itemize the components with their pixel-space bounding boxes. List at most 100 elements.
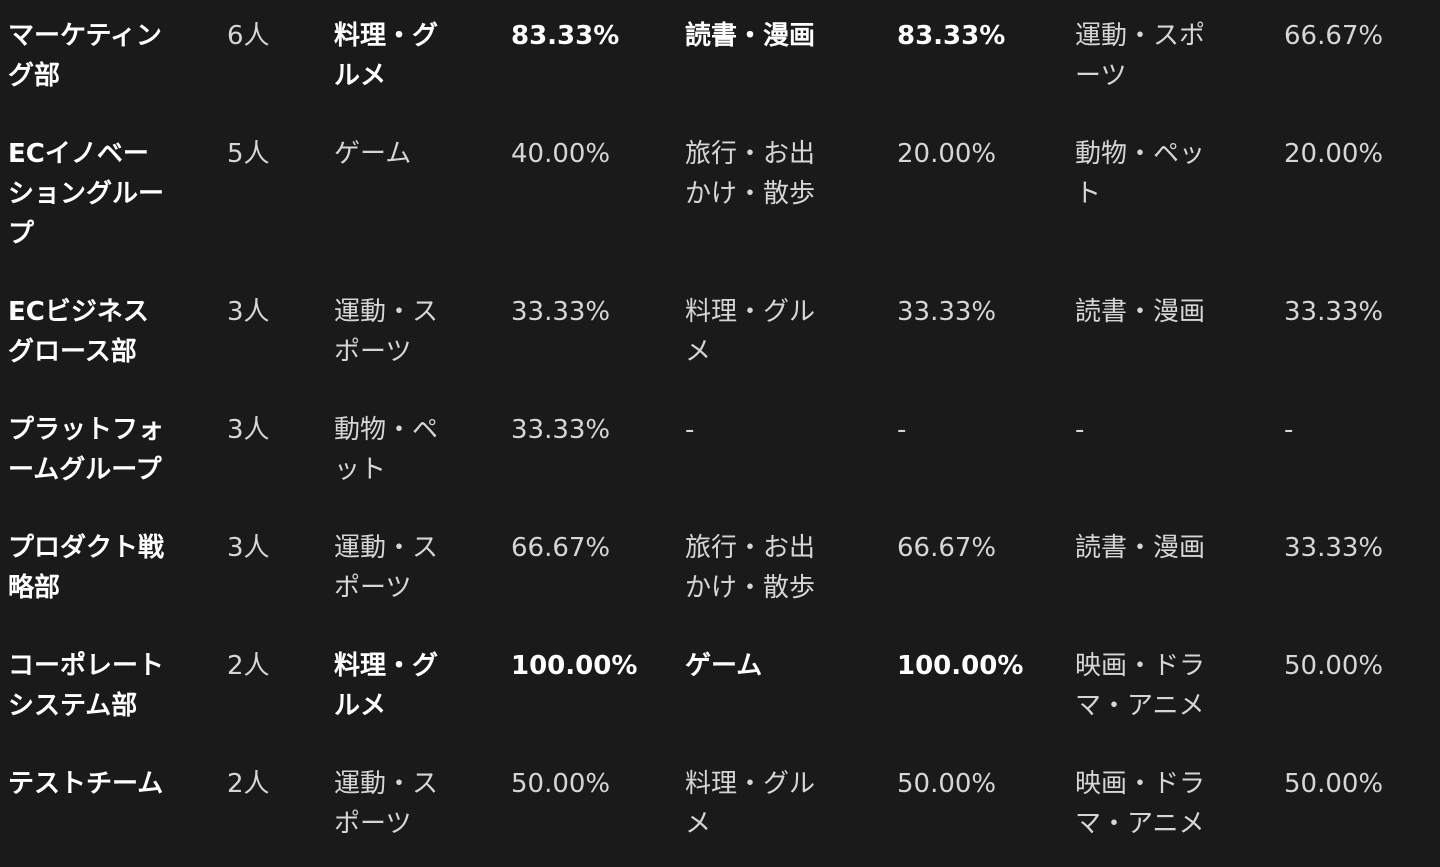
top-hobby-3-label: 動物・ペット [1075,139,1206,209]
top-hobby-3-cell: 映画・ドラマ・アニメ [1075,764,1284,844]
member-count-cell: 6人 [227,16,334,56]
top-hobby-2-cell: 読書・漫画 [685,16,897,56]
top-hobby-2-label: - [685,415,695,445]
top-hobby-3-percentage: 33.33% [1284,297,1384,327]
table-row: コーポレートシステム部 2人 料理・グルメ 100.00% ゲーム 100.00… [0,630,1440,748]
team-name: プラットフォームグループ [8,415,165,485]
team-name: ECビジネスグロース部 [8,297,149,367]
member-count: 3人 [227,415,270,445]
top-hobby-2-percentage-cell: 50.00% [897,764,1075,804]
top-hobby-3-percentage-cell: 20.00% [1284,134,1432,174]
member-count: 3人 [227,297,270,327]
member-count-cell: 2人 [227,646,334,686]
top-hobby-2-percentage-cell: 20.00% [897,134,1075,174]
team-name-cell: コーポレートシステム部 [0,646,227,726]
top-hobby-1-label: 運動・スポーツ [334,769,439,839]
top-hobby-2-cell: 料理・グルメ [685,292,897,372]
top-hobby-3-label: 読書・漫画 [1075,297,1206,327]
top-hobby-1-cell: 運動・スポーツ [334,764,511,844]
member-count-cell: 5人 [227,134,334,174]
team-name-cell: マーケティング部 [0,16,227,96]
top-hobby-2-cell: ゲーム [685,646,897,686]
top-hobby-3-percentage: - [1284,415,1294,445]
member-count-cell: 3人 [227,528,334,568]
team-name-cell: プロダクト戦略部 [0,528,227,608]
top-hobby-3-percentage-cell: 50.00% [1284,764,1432,804]
top-hobby-1-cell: ゲーム [334,134,511,174]
top-hobby-2-percentage-cell: 66.67% [897,528,1075,568]
top-hobby-2-percentage: - [897,415,907,445]
top-hobby-1-percentage: 50.00% [511,769,611,799]
member-count: 5人 [227,139,270,169]
team-name: ECイノベーショングループ [8,139,165,249]
member-count: 3人 [227,533,270,563]
top-hobby-2-label: 料理・グルメ [685,769,816,839]
top-hobby-2-label: 料理・グルメ [685,297,816,367]
top-hobby-3-percentage-cell: 66.67% [1284,16,1432,56]
top-hobby-3-cell: 運動・スポーツ [1075,16,1284,96]
top-hobby-1-label: 料理・グルメ [334,21,439,91]
top-hobby-2-label: 旅行・お出かけ・散歩 [685,139,816,209]
member-count: 2人 [227,769,270,799]
top-hobby-1-cell: 動物・ペット [334,410,511,490]
top-hobby-1-percentage-cell: 66.67% [511,528,685,568]
top-hobby-1-cell: 料理・グルメ [334,16,511,96]
top-hobby-2-percentage: 66.67% [897,533,997,563]
top-hobby-2-percentage-cell: - [897,410,1075,450]
top-hobby-3-percentage: 50.00% [1284,769,1384,799]
top-hobby-2-percentage: 33.33% [897,297,997,327]
member-count-cell: 2人 [227,764,334,804]
top-hobby-1-label: 動物・ペット [334,415,439,485]
table-row: ECイノベーショングループ 5人 ゲーム 40.00% 旅行・お出かけ・散歩 2… [0,118,1440,276]
top-hobby-1-percentage-cell: 33.33% [511,410,685,450]
top-hobby-1-percentage-cell: 33.33% [511,292,685,332]
top-hobby-3-percentage-cell: 33.33% [1284,292,1432,332]
top-hobby-2-label: ゲーム [685,651,763,681]
top-hobby-3-percentage: 33.33% [1284,533,1384,563]
top-hobby-1-percentage-cell: 40.00% [511,134,685,174]
team-name: コーポレートシステム部 [8,651,165,721]
top-hobby-1-percentage: 100.00% [511,651,638,681]
table-row: マーケティング部 6人 料理・グルメ 83.33% 読書・漫画 83.33% 運… [0,0,1440,118]
top-hobby-2-cell: 料理・グルメ [685,764,897,844]
top-hobby-1-label: 料理・グルメ [334,651,439,721]
top-hobby-1-percentage: 33.33% [511,415,611,445]
top-hobby-2-percentage: 83.33% [897,21,1006,51]
table-row: プロダクト戦略部 3人 運動・スポーツ 66.67% 旅行・お出かけ・散歩 66… [0,512,1440,630]
team-name-cell: ECビジネスグロース部 [0,292,227,372]
top-hobby-1-percentage: 83.33% [511,21,620,51]
top-hobby-2-cell: 旅行・お出かけ・散歩 [685,528,897,608]
top-hobby-1-label: ゲーム [334,139,412,169]
top-hobby-3-percentage: 66.67% [1284,21,1384,51]
top-hobby-1-percentage-cell: 83.33% [511,16,685,56]
team-name: プロダクト戦略部 [8,533,165,603]
table-row: テストチーム 2人 運動・スポーツ 50.00% 料理・グルメ 50.00% 映… [0,748,1440,866]
top-hobby-3-percentage-cell: 50.00% [1284,646,1432,686]
top-hobby-1-cell: 料理・グルメ [334,646,511,726]
top-hobby-3-percentage-cell: - [1284,410,1432,450]
top-hobby-2-label: 読書・漫画 [685,21,816,51]
top-hobby-1-cell: 運動・スポーツ [334,528,511,608]
top-hobby-3-label: 映画・ドラマ・アニメ [1075,769,1206,839]
top-hobby-1-label: 運動・スポーツ [334,533,439,603]
top-hobby-2-percentage-cell: 83.33% [897,16,1075,56]
member-count: 2人 [227,651,270,681]
top-hobby-2-cell: 旅行・お出かけ・散歩 [685,134,897,214]
top-hobby-3-percentage-cell: 33.33% [1284,528,1432,568]
top-hobby-1-label: 運動・スポーツ [334,297,439,367]
top-hobby-1-percentage: 66.67% [511,533,611,563]
top-hobby-3-cell: 読書・漫画 [1075,292,1284,332]
team-name-cell: プラットフォームグループ [0,410,227,490]
top-hobby-3-label: 映画・ドラマ・アニメ [1075,651,1206,721]
top-hobby-2-percentage-cell: 33.33% [897,292,1075,332]
top-hobby-1-percentage-cell: 50.00% [511,764,685,804]
top-hobby-3-percentage: 50.00% [1284,651,1384,681]
top-hobby-3-label: 運動・スポーツ [1075,21,1206,91]
member-count-cell: 3人 [227,410,334,450]
team-name-cell: ECイノベーショングループ [0,134,227,254]
team-name: テストチーム [8,769,164,799]
member-count: 6人 [227,21,270,51]
top-hobby-2-percentage: 20.00% [897,139,997,169]
top-hobby-1-cell: 運動・スポーツ [334,292,511,372]
team-name: マーケティング部 [8,21,162,91]
